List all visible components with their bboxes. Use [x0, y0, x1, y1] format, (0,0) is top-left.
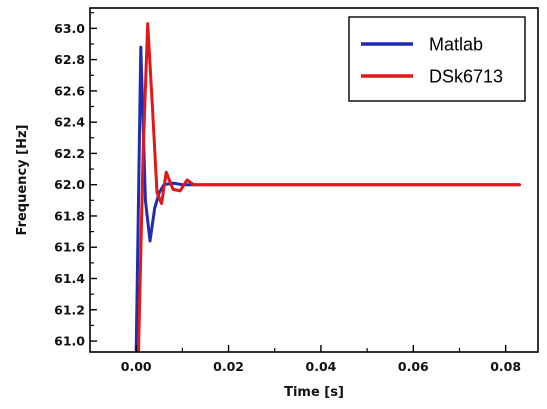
- y-tick-label: 62.4: [54, 115, 85, 130]
- x-tick-label: 0.00: [121, 359, 152, 374]
- y-tick-label: 62.2: [54, 146, 85, 161]
- legend-label-matlab: Matlab: [429, 35, 483, 55]
- y-tick-label: 63.0: [54, 21, 85, 36]
- y-tick-label: 62.0: [54, 177, 85, 192]
- y-tick-label: 61.6: [54, 240, 85, 255]
- y-axis-title: Frequency [Hz]: [15, 125, 30, 236]
- legend: Matlab DSk6713: [348, 16, 526, 102]
- legend-label-dsk6713: DSk6713: [429, 67, 503, 87]
- x-tick-label: 0.08: [490, 359, 521, 374]
- series-layer: [134, 22, 521, 352]
- x-tick-label: 0.02: [213, 359, 244, 374]
- y-tick-label: 62.8: [54, 52, 85, 67]
- y-tick-label: 61.2: [54, 302, 85, 317]
- legend-box: [348, 16, 526, 102]
- y-tick-label: 61.8: [54, 208, 85, 223]
- y-tick-label: 61.0: [54, 334, 85, 349]
- y-tick-label: 62.6: [54, 83, 85, 98]
- y-axis: 61.0 61.2 61.4 61.6 61.8 62.0 62.2 62.4 62.6 62.8…: [54, 12, 97, 349]
- y-tick-label: 61.4: [54, 271, 85, 286]
- x-axis-title: Time [s]: [284, 385, 344, 400]
- x-axis: 0.00 0.02 0.04 0.06 0.08: [121, 345, 521, 374]
- x-tick-label: 0.04: [306, 359, 337, 374]
- x-tick-label: 0.06: [398, 359, 429, 374]
- plot-frame: [89, 7, 539, 353]
- series-line-dsk6713: [137, 22, 521, 352]
